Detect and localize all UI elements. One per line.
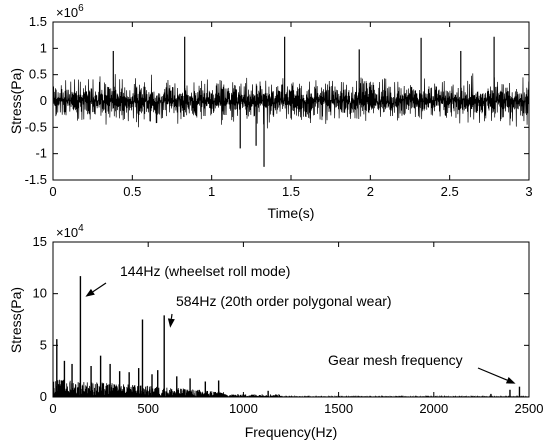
time-y-tick-label: 1 bbox=[40, 40, 47, 55]
annotation-wheelset-roll-arrow bbox=[92, 282, 107, 293]
annotation-polygonal-wear-text: 584Hz (20th order polygonal wear) bbox=[176, 293, 392, 309]
time-series-trace bbox=[52, 73, 530, 129]
time-y-tick-label: 0.5 bbox=[29, 67, 47, 82]
time-x-tick-label: 3 bbox=[525, 184, 532, 199]
time-y-tick-labels: -1.5 -1 -0.5 0 0.5 1 1.5 bbox=[25, 14, 47, 187]
time-series-peaks bbox=[112, 36, 495, 167]
spectrum-plot-frame bbox=[52, 241, 530, 398]
time-series-line bbox=[52, 73, 530, 129]
time-domain-panel: 0 0.5 1 1.5 2 2.5 3 -1.5 -1 -0.5 0 0.5 1 1.5 ×106 Ti… bbox=[8, 3, 533, 221]
time-x-axis-title: Time(s) bbox=[268, 205, 315, 221]
time-y-tick-label: -1.5 bbox=[25, 172, 47, 187]
time-x-tick-label: 0.5 bbox=[123, 184, 141, 199]
time-axis-ticks bbox=[52, 21, 530, 181]
spectrum-y-exponent: ×104 bbox=[56, 223, 84, 240]
frequency-domain-panel: 0 500 1000 1500 2000 2500 0 5 10 15 ×104 Frequen… bbox=[8, 223, 543, 440]
time-x-tick-label: 0 bbox=[49, 184, 56, 199]
annotation-polygonal-wear-arrow bbox=[170, 313, 173, 319]
time-y-tick-label: -1 bbox=[35, 146, 47, 161]
spectrum-y-tick-label: 0 bbox=[40, 389, 47, 404]
time-y-axis-title: Stress(Pa) bbox=[8, 68, 24, 134]
spectrum-line bbox=[52, 379, 530, 398]
spectrum-y-tick-label: 5 bbox=[40, 337, 47, 352]
time-y-tick-label: 1.5 bbox=[29, 14, 47, 29]
annotation-wheelset-roll-text: 144Hz (wheelset roll mode) bbox=[120, 263, 290, 279]
spectrum-x-tick-labels: 0 500 1000 1500 2000 2500 bbox=[49, 401, 543, 416]
spectrum-x-axis-title: Frequency(Hz) bbox=[245, 424, 338, 440]
annotation-wheelset-roll-arrowhead bbox=[85, 288, 95, 297]
spectrum-x-tick-label: 0 bbox=[49, 401, 56, 416]
time-y-tick-label: -0.5 bbox=[25, 119, 47, 134]
annotation-gear-mesh-text: Gear mesh frequency bbox=[328, 352, 463, 368]
spectrum-x-tick-label: 2500 bbox=[515, 401, 544, 416]
time-x-tick-label: 1.5 bbox=[282, 184, 300, 199]
spectrum-y-tick-label: 10 bbox=[33, 286, 47, 301]
time-x-tick-labels: 0 0.5 1 1.5 2 2.5 3 bbox=[49, 184, 532, 199]
time-x-tick-label: 1 bbox=[208, 184, 215, 199]
spectrum-y-axis-title: Stress(Pa) bbox=[8, 287, 24, 353]
spectrum-axis-ticks bbox=[52, 241, 530, 398]
annotation-polygonal-wear-arrowhead bbox=[167, 318, 175, 328]
spectrum-peaks bbox=[56, 276, 521, 397]
spectrum-floor bbox=[52, 379, 530, 398]
time-x-tick-label: 2 bbox=[367, 184, 374, 199]
spectrum-y-tick-label: 15 bbox=[33, 234, 47, 249]
annotation-gear-mesh-arrow bbox=[477, 367, 508, 381]
time-y-exponent: ×106 bbox=[56, 3, 84, 20]
annotation-polygonal-wear: 584Hz (20th order polygonal wear) bbox=[167, 293, 392, 328]
annotation-gear-mesh: Gear mesh frequency bbox=[328, 352, 516, 384]
spectrum-x-tick-label: 1000 bbox=[229, 401, 258, 416]
spectrum-x-tick-label: 500 bbox=[137, 401, 159, 416]
annotation-wheelset-roll: 144Hz (wheelset roll mode) bbox=[85, 263, 290, 297]
spectrum-y-tick-labels: 0 5 10 15 bbox=[33, 234, 47, 404]
time-x-tick-label: 2.5 bbox=[441, 184, 459, 199]
annotation-gear-mesh-arrowhead bbox=[505, 376, 516, 384]
time-y-tick-label: 0 bbox=[40, 93, 47, 108]
spectrum-x-tick-label: 2000 bbox=[419, 401, 448, 416]
spectrum-x-tick-label: 1500 bbox=[324, 401, 353, 416]
